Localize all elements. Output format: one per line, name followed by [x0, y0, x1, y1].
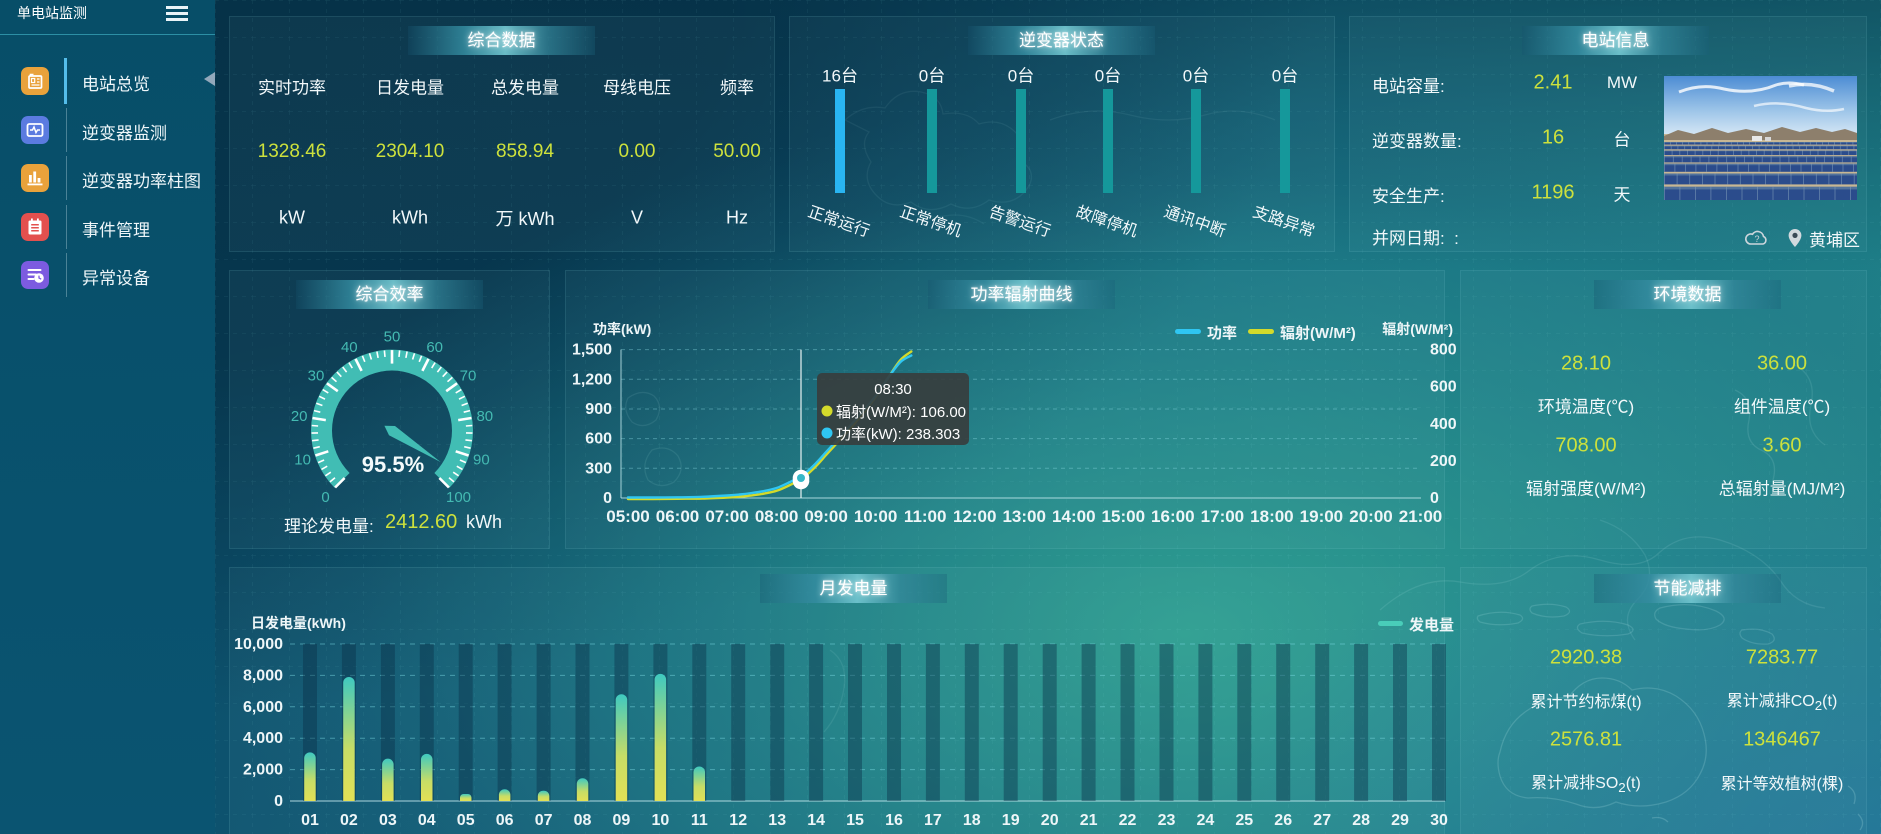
svg-text:10: 10: [652, 812, 670, 829]
svg-text:13: 13: [768, 812, 786, 829]
svg-text:900: 900: [585, 401, 612, 418]
svg-text:50: 50: [384, 329, 401, 346]
svg-text:20: 20: [1041, 812, 1059, 829]
svg-text:10,000: 10,000: [234, 636, 283, 653]
svg-text:10: 10: [294, 452, 311, 469]
svg-text:0: 0: [321, 489, 329, 506]
svg-text:0: 0: [1430, 490, 1439, 507]
svg-text:23: 23: [1158, 812, 1176, 829]
svg-text:06: 06: [496, 812, 514, 829]
svg-text:200: 200: [1430, 453, 1457, 470]
svg-text:01: 01: [301, 812, 319, 829]
svg-text:21: 21: [1080, 812, 1098, 829]
svg-text:1,200: 1,200: [572, 371, 612, 388]
svg-text:11:00: 11:00: [904, 507, 947, 526]
svg-text:05:00: 05:00: [606, 507, 649, 526]
svg-text:18:00: 18:00: [1250, 507, 1293, 526]
svg-text:发电量: 发电量: [1409, 616, 1454, 634]
svg-text:辐射(W/M²): 106.00: 辐射(W/M²): 106.00: [836, 404, 966, 421]
svg-text:24: 24: [1197, 812, 1215, 829]
svg-text:?: ?: [1754, 234, 1759, 244]
svg-text:19:00: 19:00: [1300, 507, 1343, 526]
svg-text:16: 16: [885, 812, 903, 829]
svg-text:600: 600: [585, 431, 612, 448]
svg-text:03: 03: [379, 812, 397, 829]
svg-text:17:00: 17:00: [1201, 507, 1244, 526]
svg-text:25: 25: [1235, 812, 1253, 829]
svg-text:16:00: 16:00: [1151, 507, 1194, 526]
svg-text:30: 30: [1430, 812, 1448, 829]
svg-text:30: 30: [308, 367, 325, 384]
svg-text:95.5%: 95.5%: [362, 452, 424, 477]
svg-text:80: 80: [476, 408, 493, 425]
svg-text:辐射(W/M²): 辐射(W/M²): [1280, 324, 1356, 342]
svg-text:600: 600: [1430, 379, 1457, 396]
svg-text:22: 22: [1119, 812, 1137, 829]
svg-text:1,500: 1,500: [572, 342, 612, 359]
svg-text:日发电量(kWh): 日发电量(kWh): [251, 615, 346, 631]
svg-text:800: 800: [1430, 342, 1457, 359]
svg-text:90: 90: [473, 452, 490, 469]
svg-text:04: 04: [418, 812, 436, 829]
svg-text:13:00: 13:00: [1002, 507, 1045, 526]
svg-text:10:00: 10:00: [854, 507, 897, 526]
svg-text:400: 400: [1430, 416, 1457, 433]
svg-text:09:00: 09:00: [804, 507, 847, 526]
svg-text:功率(kW): 238.303: 功率(kW): 238.303: [836, 426, 960, 443]
svg-text:28: 28: [1352, 812, 1370, 829]
svg-text:0: 0: [603, 490, 612, 507]
svg-text:20: 20: [291, 408, 308, 425]
svg-text:8,000: 8,000: [243, 667, 283, 684]
svg-text:06:00: 06:00: [656, 507, 699, 526]
svg-text:12: 12: [729, 812, 747, 829]
svg-text:20:00: 20:00: [1349, 507, 1392, 526]
svg-text:26: 26: [1274, 812, 1292, 829]
svg-text:02: 02: [340, 812, 358, 829]
svg-text:14:00: 14:00: [1052, 507, 1095, 526]
svg-text:12:00: 12:00: [953, 507, 996, 526]
svg-text:300: 300: [585, 460, 612, 477]
svg-text:11: 11: [691, 812, 708, 829]
svg-text:辐射(W/M²): 辐射(W/M²): [1382, 321, 1453, 337]
svg-text:29: 29: [1391, 812, 1409, 829]
svg-text:4,000: 4,000: [243, 730, 283, 747]
svg-text:2,000: 2,000: [243, 762, 283, 779]
svg-text:21:00: 21:00: [1399, 507, 1442, 526]
svg-text:14: 14: [807, 812, 825, 829]
svg-text:27: 27: [1313, 812, 1331, 829]
svg-text:08: 08: [574, 812, 592, 829]
svg-text:功率: 功率: [1207, 324, 1237, 342]
svg-text:19: 19: [1002, 812, 1020, 829]
svg-text:100: 100: [446, 489, 471, 506]
svg-text:05: 05: [457, 812, 475, 829]
svg-text:60: 60: [426, 339, 443, 356]
svg-text:40: 40: [341, 339, 358, 356]
svg-text:功率(kW): 功率(kW): [593, 321, 651, 337]
svg-text:0: 0: [274, 793, 283, 810]
svg-text:09: 09: [613, 812, 631, 829]
svg-text:08:30: 08:30: [874, 381, 912, 398]
svg-text:18: 18: [963, 812, 981, 829]
svg-text:07: 07: [535, 812, 553, 829]
svg-text:6,000: 6,000: [243, 699, 283, 716]
svg-text:70: 70: [460, 367, 477, 384]
svg-text:15:00: 15:00: [1102, 507, 1145, 526]
svg-text:08:00: 08:00: [755, 507, 798, 526]
svg-text:07:00: 07:00: [705, 507, 748, 526]
svg-text:15: 15: [846, 812, 864, 829]
svg-text:17: 17: [924, 812, 942, 829]
